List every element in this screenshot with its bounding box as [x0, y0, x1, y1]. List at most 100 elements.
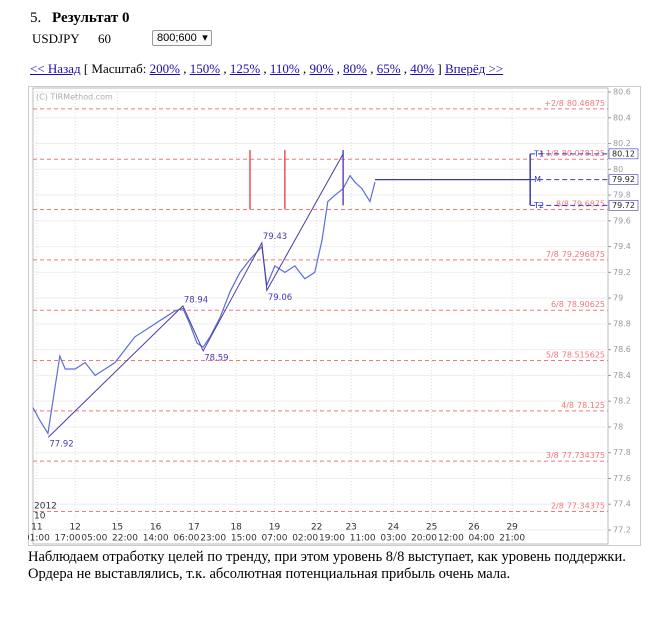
x-tick-label: 24: [388, 523, 400, 533]
y-tick-label: 79.8: [613, 191, 631, 200]
level-value: 80.078125: [562, 149, 605, 158]
x-tick-label: 14:00: [143, 534, 169, 544]
scale-link[interactable]: 65%: [376, 61, 401, 76]
y-tick-label: 79: [613, 294, 623, 303]
separator: ,: [303, 61, 307, 76]
target-name: T1: [533, 149, 544, 158]
y-tick-label: 78.2: [613, 397, 631, 406]
x-tick-label: 19:00: [319, 534, 345, 544]
target-name: M: [534, 175, 541, 184]
item-number: 5.: [30, 10, 42, 26]
separator: ,: [370, 61, 374, 76]
x-tick-label: 07:00: [262, 534, 288, 544]
caption: Наблюдаем отработку целей по тренду, при…: [28, 549, 626, 582]
level-value: 78.515625: [562, 350, 605, 359]
target-value: 79.72: [612, 201, 635, 210]
x-tick-label: 15: [112, 523, 123, 533]
y-tick-label: 78.4: [613, 371, 631, 380]
y-tick-label: 80.2: [613, 139, 631, 148]
target-value-box: [608, 200, 639, 211]
chart-frame: [28, 86, 641, 546]
price-line: [32, 174, 376, 436]
level-label: 8/8 79.6875: [556, 199, 605, 208]
zigzag-line: [47, 153, 344, 438]
target-value-box: [608, 174, 639, 185]
x-tick-label: 05:00: [81, 534, 107, 544]
size-select[interactable]: 800;600: [152, 30, 212, 46]
nav-bar: << Назад [ Масштаб: 200% , 150% , 125% ,…: [30, 61, 503, 77]
level-name: +1/8: [539, 149, 559, 158]
x-tick-label: 04:00: [469, 534, 495, 544]
level-label: 7/8 79.296875: [546, 249, 605, 258]
x-tick-label: 25: [426, 523, 437, 533]
month-label: 10: [34, 512, 46, 522]
scale-link[interactable]: 200%: [149, 61, 180, 76]
x-tick-label: 06:00: [173, 534, 199, 544]
level-value: 77.734375: [562, 451, 605, 460]
y-tick-label: 77.6: [613, 474, 631, 483]
scale-link[interactable]: 150%: [189, 61, 221, 76]
pivot-label: 79.06: [268, 293, 292, 303]
x-tick-label: 12:00: [438, 534, 464, 544]
level-name: 5/8: [546, 350, 559, 359]
chart: 77.2 77.4 77.6 77.8 78 78.2 78.4 78.6 78.8 79 79.2…: [28, 86, 641, 546]
level-label: 5/8 78.515625: [546, 350, 605, 359]
separator: ,: [336, 61, 340, 76]
level-name: 7/8: [546, 249, 559, 258]
y-tick-label: 77.2: [613, 526, 631, 535]
scale-close: ]: [437, 61, 442, 76]
x-tick-label: 19: [269, 523, 281, 533]
timeframe: 60: [98, 31, 111, 46]
level-name: 8/8: [556, 199, 569, 208]
back-link[interactable]: << Назад: [30, 61, 81, 76]
y-tick-label: 78.8: [613, 319, 631, 328]
y-tick-label: 77.4: [613, 500, 631, 509]
level-label: +2/8 80.46875: [544, 98, 605, 107]
x-tick-label: 16: [150, 523, 162, 533]
x-tick-label: 15:00: [231, 534, 257, 544]
x-tick-label: 12: [69, 523, 80, 533]
y-tick-label: 78.6: [613, 345, 631, 354]
y-tick-label: 78: [613, 422, 623, 431]
target-value: 79.92: [612, 175, 635, 184]
level-value: 80.46875: [567, 98, 605, 107]
x-tick-label: 22:00: [112, 534, 138, 544]
level-value: 77.34375: [567, 501, 605, 510]
year-label: 2012: [34, 502, 57, 512]
x-tick-label: 17:00: [55, 534, 81, 544]
target-value-box: [608, 148, 639, 160]
y-tick-label: 80: [613, 165, 623, 174]
symbol: USDJPY: [32, 31, 80, 46]
scale-label: [ Масштаб:: [83, 61, 147, 76]
pivot-label: 78.59: [204, 353, 228, 363]
scale-link[interactable]: 110%: [269, 61, 300, 76]
y-tick-label: 80.4: [613, 113, 631, 122]
level-name: 3/8: [546, 451, 559, 460]
level-label: 6/8 78.90625: [551, 300, 605, 309]
pivot-label: 78.94: [184, 295, 208, 305]
forward-link[interactable]: Вперёд >>: [444, 61, 504, 76]
level-name: 2/8: [551, 501, 564, 510]
x-tick-label: 22: [311, 523, 322, 533]
x-tick-label: 29: [506, 523, 518, 533]
target-value: 80.12: [612, 149, 635, 158]
y-tick-label: 77.8: [613, 448, 631, 457]
y-tick-label: 79.2: [613, 268, 631, 277]
scale-link[interactable]: 90%: [309, 61, 334, 76]
y-tick-label: 79.6: [613, 216, 631, 225]
separator: ,: [183, 61, 187, 76]
scale-link[interactable]: 125%: [229, 61, 261, 76]
x-tick-label: 11: [31, 523, 42, 533]
separator: ,: [263, 61, 267, 76]
scale-link[interactable]: 40%: [410, 61, 435, 76]
x-tick-label: 17: [188, 523, 199, 533]
scale-link[interactable]: 80%: [343, 61, 367, 76]
x-tick-label: 23: [345, 523, 356, 533]
x-tick-label: 23:00: [200, 534, 226, 544]
level-label: 4/8 78.125: [561, 400, 605, 409]
level-value: 78.90625: [567, 300, 605, 309]
level-label: +1/8 80.078125: [539, 149, 605, 158]
x-tick-label: 02:00: [292, 534, 318, 544]
plot-frame: [32, 87, 609, 545]
